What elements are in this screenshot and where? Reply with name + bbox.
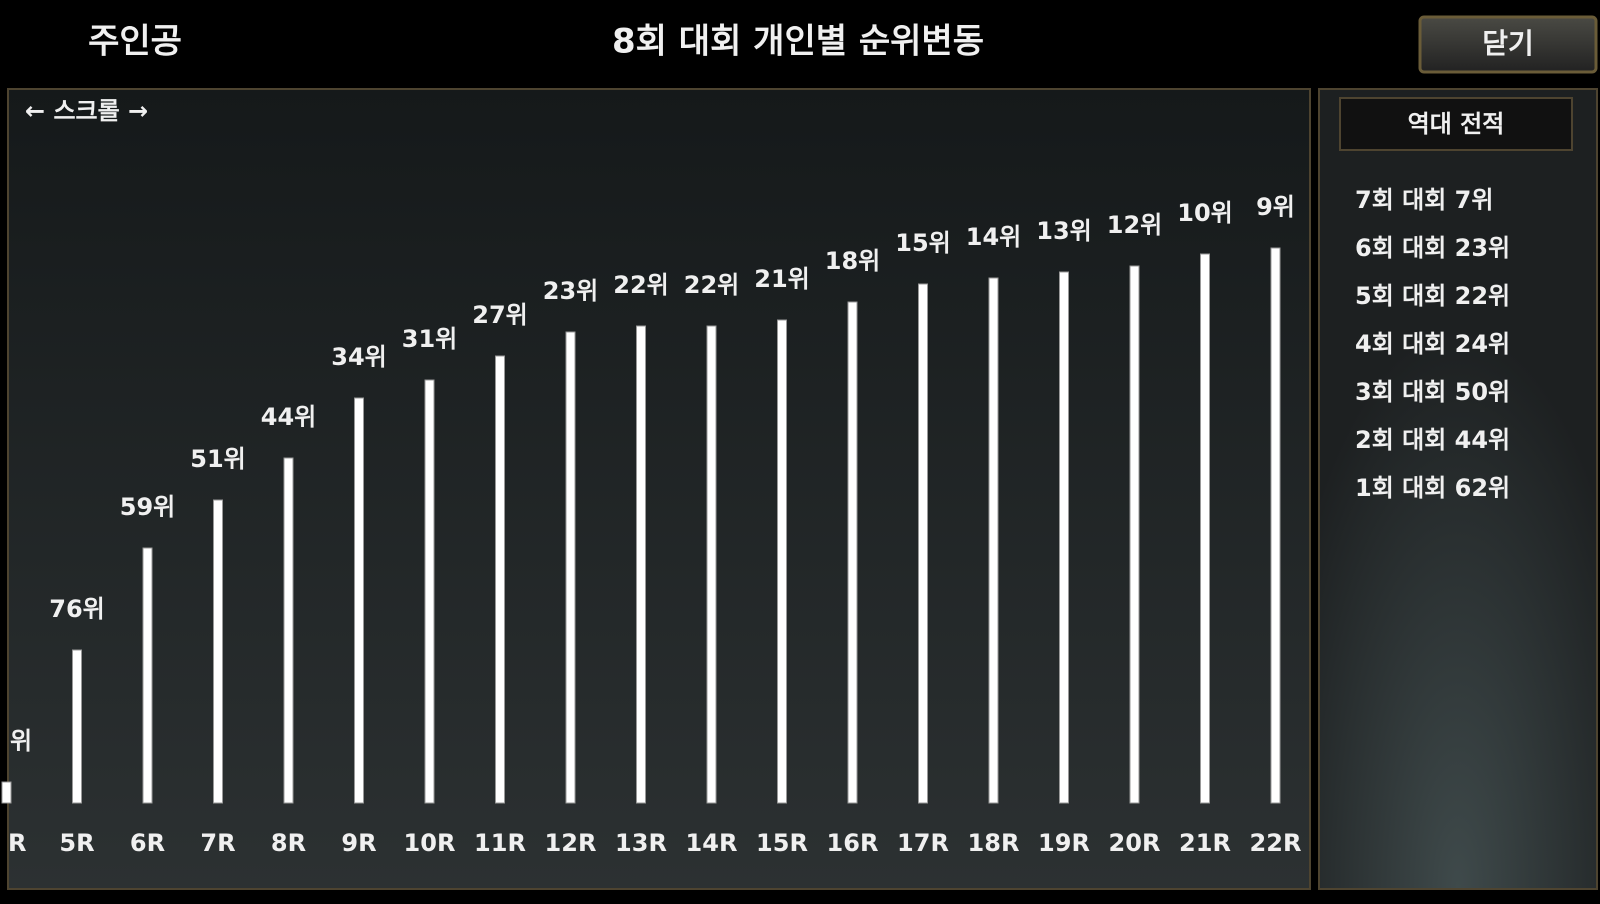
value-label: 22위 bbox=[684, 271, 739, 299]
value-label: 23위 bbox=[543, 277, 598, 305]
value-label: 31위 bbox=[402, 325, 457, 353]
bar bbox=[706, 325, 717, 804]
close-button[interactable] bbox=[1418, 15, 1598, 74]
bar bbox=[1200, 253, 1210, 804]
bar bbox=[636, 325, 646, 804]
x-tick-label: 14R bbox=[686, 829, 738, 857]
x-tick-label: 19R bbox=[1038, 829, 1090, 857]
x-tick-label: 7R bbox=[200, 829, 235, 857]
value-label: 51위 bbox=[190, 445, 245, 473]
value-label: 59위 bbox=[120, 493, 175, 521]
value-label: 21위 bbox=[754, 265, 809, 293]
player-name: 주인공 bbox=[88, 22, 182, 62]
x-tick-label: 8R bbox=[271, 829, 306, 857]
history-item: 1회 대회 62위 bbox=[1355, 474, 1510, 502]
x-tick-label: 9R bbox=[341, 829, 376, 857]
bar bbox=[213, 499, 223, 804]
x-tick-label: 16R bbox=[827, 829, 879, 857]
bar bbox=[424, 379, 435, 804]
chart-panel bbox=[7, 88, 1311, 890]
history-item: 7회 대회 7위 bbox=[1355, 186, 1493, 214]
bar bbox=[495, 355, 505, 804]
value-label: 14위 bbox=[966, 223, 1021, 251]
bar bbox=[1270, 247, 1281, 804]
bar bbox=[1129, 265, 1140, 804]
x-tick-label: R bbox=[8, 829, 26, 857]
value-label: 76위 bbox=[49, 595, 104, 623]
history-title: 역대 전적 bbox=[1408, 110, 1505, 138]
scroll-hint: ← 스크롤 → bbox=[25, 97, 148, 125]
value-label: 44위 bbox=[261, 403, 316, 431]
bar bbox=[1, 781, 12, 804]
history-item: 3회 대회 50위 bbox=[1355, 378, 1510, 406]
close-button-label[interactable]: 닫기 bbox=[1482, 27, 1534, 60]
x-tick-label: 10R bbox=[404, 829, 456, 857]
value-label: 12위 bbox=[1107, 211, 1162, 239]
history-item: 4회 대회 24위 bbox=[1355, 330, 1510, 358]
value-label: 18위 bbox=[825, 247, 880, 275]
x-tick-label: 15R bbox=[756, 829, 808, 857]
value-label: 27위 bbox=[472, 301, 527, 329]
history-panel bbox=[1318, 88, 1598, 890]
history-item: 2회 대회 44위 bbox=[1355, 426, 1510, 454]
x-tick-label: 20R bbox=[1109, 829, 1161, 857]
value-label: 13위 bbox=[1036, 217, 1091, 245]
chart: 위 R 76위 5R 59위 6R 51위 7R 44위 8R 34위 9R 31위 10R 27위 11R 2… bbox=[1, 193, 1302, 857]
bar bbox=[777, 319, 787, 804]
value-label: 15위 bbox=[895, 229, 950, 257]
value-label: 10위 bbox=[1177, 199, 1232, 227]
chart-title: 8회 대회 개인별 순위변동 bbox=[612, 22, 984, 62]
value-label: 9위 bbox=[1256, 193, 1295, 221]
bar bbox=[918, 283, 928, 804]
bar bbox=[283, 457, 294, 804]
x-tick-label: 11R bbox=[474, 829, 526, 857]
bar bbox=[354, 397, 364, 804]
x-tick-label: 13R bbox=[615, 829, 667, 857]
x-tick-label: 6R bbox=[130, 829, 165, 857]
history-header bbox=[1339, 97, 1573, 151]
bar bbox=[847, 301, 858, 804]
x-tick-label: 17R bbox=[897, 829, 949, 857]
value-label: 위 bbox=[10, 727, 32, 755]
bar bbox=[72, 649, 82, 804]
history-item: 5회 대회 22위 bbox=[1355, 282, 1510, 310]
history-list: 7회 대회 7위 6회 대회 23위 5회 대회 22위 4회 대회 24위 3회 대회… bbox=[1355, 186, 1510, 502]
value-label: 34위 bbox=[331, 343, 386, 371]
bar bbox=[565, 331, 576, 804]
x-tick-label: 21R bbox=[1179, 829, 1231, 857]
bar bbox=[142, 547, 153, 804]
bar bbox=[1059, 271, 1069, 804]
history-item: 6회 대회 23위 bbox=[1355, 234, 1510, 262]
value-label: 22위 bbox=[613, 271, 668, 299]
x-tick-label: 12R bbox=[545, 829, 597, 857]
x-tick-label: 22R bbox=[1250, 829, 1302, 857]
x-tick-label: 5R bbox=[59, 829, 94, 857]
x-tick-label: 18R bbox=[968, 829, 1020, 857]
bar bbox=[988, 277, 999, 804]
